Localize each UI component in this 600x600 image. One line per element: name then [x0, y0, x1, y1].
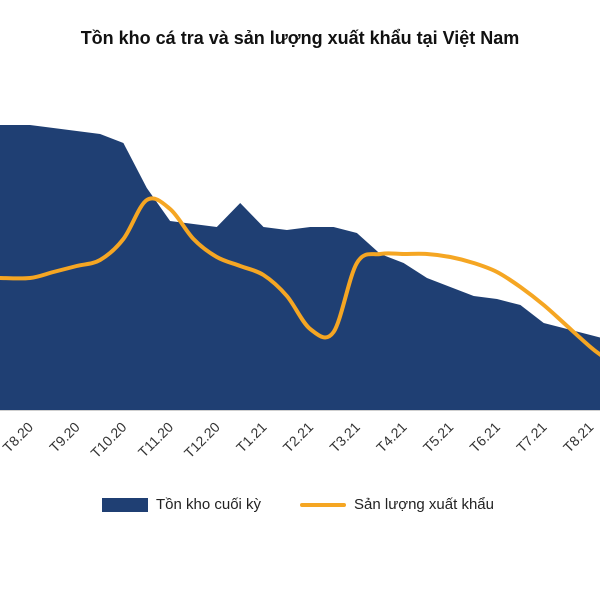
- legend-item-export: Sản lượng xuất khẩu: [300, 496, 494, 513]
- legend-swatch-export: [300, 502, 346, 507]
- x-tick-label: T4.21: [373, 419, 410, 456]
- series-area-inventory: [0, 125, 600, 410]
- x-tick-label: T3.21: [326, 419, 363, 456]
- x-tick-label: T5.21: [420, 419, 457, 456]
- chart-legend: Tồn kho cuối kỳ Sản lượng xuất khẩu: [0, 496, 600, 520]
- legend-label-inventory: Tồn kho cuối kỳ: [156, 496, 262, 513]
- x-tick-label: T8.21: [560, 419, 597, 456]
- x-tick-label: T12.20: [181, 419, 223, 461]
- x-tick-label: T11.20: [135, 419, 177, 461]
- chart-title: Tồn kho cá tra và sản lượng xuất khẩu tạ…: [80, 28, 520, 48]
- legend-swatch-inventory: [102, 497, 148, 512]
- x-tick-label: T7.21: [513, 419, 550, 456]
- legend-item-inventory: Tồn kho cuối kỳ: [102, 496, 261, 513]
- x-tick-label: T10.20: [87, 419, 129, 461]
- series-line-export: [0, 196, 600, 357]
- x-tick-label: T8.20: [0, 419, 36, 456]
- x-tick-label: T2.21: [280, 419, 317, 456]
- x-tick-label: T6.21: [466, 419, 503, 456]
- x-tick-label: T1.21: [233, 419, 270, 456]
- x-tick-label: T9.20: [46, 419, 83, 456]
- legend-label-export: Sản lượng xuất khẩu: [354, 496, 494, 513]
